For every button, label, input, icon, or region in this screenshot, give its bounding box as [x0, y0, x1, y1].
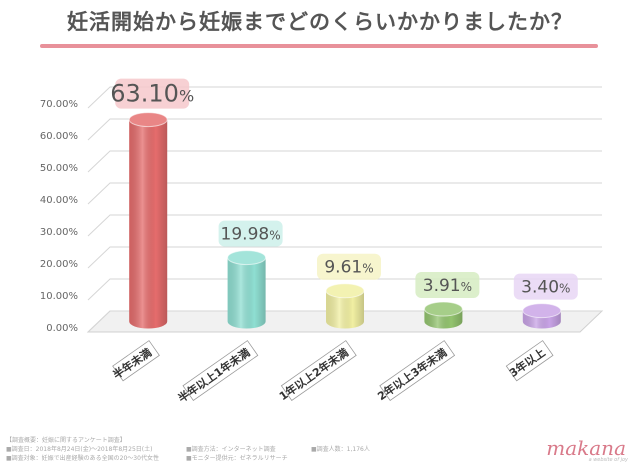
y-tick-label: 10.00%	[40, 291, 78, 302]
bar	[325, 283, 365, 329]
bar-top	[522, 303, 562, 319]
bars	[128, 112, 562, 329]
data-label-unit: %	[559, 282, 570, 296]
x-tick: 2年以上3年未満	[375, 340, 456, 403]
x-tick-box	[505, 340, 554, 382]
y-tick-label: 20.00%	[40, 259, 78, 270]
x-tick-label: 半年以上1年未満	[175, 345, 252, 405]
x-tick: 半年以上1年未満	[175, 340, 259, 405]
bar	[128, 112, 168, 329]
gridline	[87, 182, 602, 205]
x-tick: 1年以上2年未満	[276, 340, 357, 403]
bar-top	[128, 112, 168, 128]
data-label-text: 3.40%	[521, 278, 570, 298]
data-label-unit: %	[269, 229, 280, 243]
x-tick-box	[379, 340, 456, 402]
x-tick: 半年未満	[110, 340, 160, 382]
x-tick-box	[280, 340, 357, 402]
survey-target: ■調査対象：妊娠で出産経験のある全国の20～30代女性	[6, 455, 159, 462]
survey-footer: 【調査概要：妊娠に関するアンケート調査】 ■調査日：2018年8月24日(金)〜…	[6, 436, 526, 463]
gridline	[87, 150, 602, 173]
bar-shading	[326, 290, 364, 329]
data-label-number: 9.61	[324, 258, 362, 278]
y-tick-label: 30.00%	[40, 227, 78, 238]
bar-top-highlight	[227, 250, 266, 265]
data-label: 19.98%	[218, 220, 283, 247]
gridline	[87, 86, 602, 109]
survey-count: ■調査人数：1,176人	[311, 446, 370, 453]
data-label-text: 9.61%	[324, 258, 373, 278]
data-label-text: 63.10%	[110, 80, 194, 108]
bar-top-highlight	[326, 283, 364, 298]
bar-chart: 0.00% 10.00% 20.00% 30.00% 40.00% 50.00% 60.00…	[40, 78, 604, 405]
data-label: 63.10%	[110, 78, 194, 109]
gridline	[87, 118, 602, 141]
data-label-unit: %	[362, 262, 373, 276]
bar-shading	[227, 257, 266, 329]
survey-period: ■調査日：2018年8月24日(金)〜2018年8月25日(土)	[6, 446, 153, 453]
survey-method: ■調査方法：インターネット調査	[186, 446, 276, 453]
data-label-unit: %	[461, 280, 472, 294]
data-label-number: 3.40	[521, 278, 559, 298]
data-label-number: 63.10	[110, 80, 179, 108]
x-tick: 3年以上	[505, 340, 554, 382]
bar-shading	[129, 119, 168, 329]
bar-top-highlight	[522, 303, 561, 318]
gridline	[87, 214, 602, 237]
bar	[423, 301, 463, 329]
gridline	[87, 246, 602, 269]
data-label-background	[513, 273, 578, 300]
y-tick-label: 0.00%	[46, 323, 78, 334]
y-tick-label: 50.00%	[40, 163, 78, 174]
bar-top	[227, 250, 267, 266]
bar	[227, 250, 267, 329]
y-tick-label: 60.00%	[40, 131, 78, 142]
bar-top-highlight	[129, 112, 168, 127]
data-label: 9.61%	[317, 253, 381, 280]
data-label-number: 3.91	[423, 276, 461, 296]
data-label-number: 19.98	[221, 225, 270, 245]
bar-top	[423, 301, 463, 317]
survey-monitor: ■モニター提供元：ゼネラルリサーチ	[186, 455, 288, 462]
data-label-unit: %	[179, 87, 194, 106]
x-tick-box	[112, 340, 160, 382]
bar	[522, 303, 562, 329]
data-label-text: 3.91%	[423, 276, 472, 296]
x-axis-ticks: 半年未満 半年以上1年未満 1年以上2年未満 2年以上3年未満 3年以上	[110, 340, 554, 405]
x-tick-label: 1年以上2年未満	[276, 345, 351, 403]
y-tick-label: 40.00%	[40, 195, 78, 206]
bar-top-highlight	[424, 301, 463, 316]
survey-overview: 【調査概要：妊娠に関するアンケート調査】	[6, 437, 126, 444]
page-title: 妊活開始から妊娠までどのくらいかかりましたか？	[67, 10, 573, 34]
logo-tagline: a website of joy	[588, 457, 628, 463]
data-label-background	[115, 78, 190, 109]
data-labels: 63.10%19.98%9.61%3.91% 3.40%	[110, 78, 578, 300]
data-label-text: 19.98%	[221, 225, 281, 245]
data-label: 3.40%	[513, 273, 578, 300]
gridlines	[87, 86, 602, 333]
data-label-background	[218, 220, 283, 247]
y-tick-label: 70.00%	[40, 99, 78, 110]
makana-logo: makana	[546, 436, 626, 460]
x-tick-box	[182, 340, 259, 402]
bar-top	[325, 283, 365, 299]
x-tick-label: 2年以上3年未満	[375, 345, 450, 403]
data-label-background	[317, 253, 381, 280]
y-axis-ticks: 0.00% 10.00% 20.00% 30.00% 40.00% 50.00% 60.00…	[40, 99, 78, 334]
title-underline	[40, 44, 598, 48]
data-label: 3.91%	[415, 271, 480, 298]
data-label-background	[415, 271, 480, 298]
